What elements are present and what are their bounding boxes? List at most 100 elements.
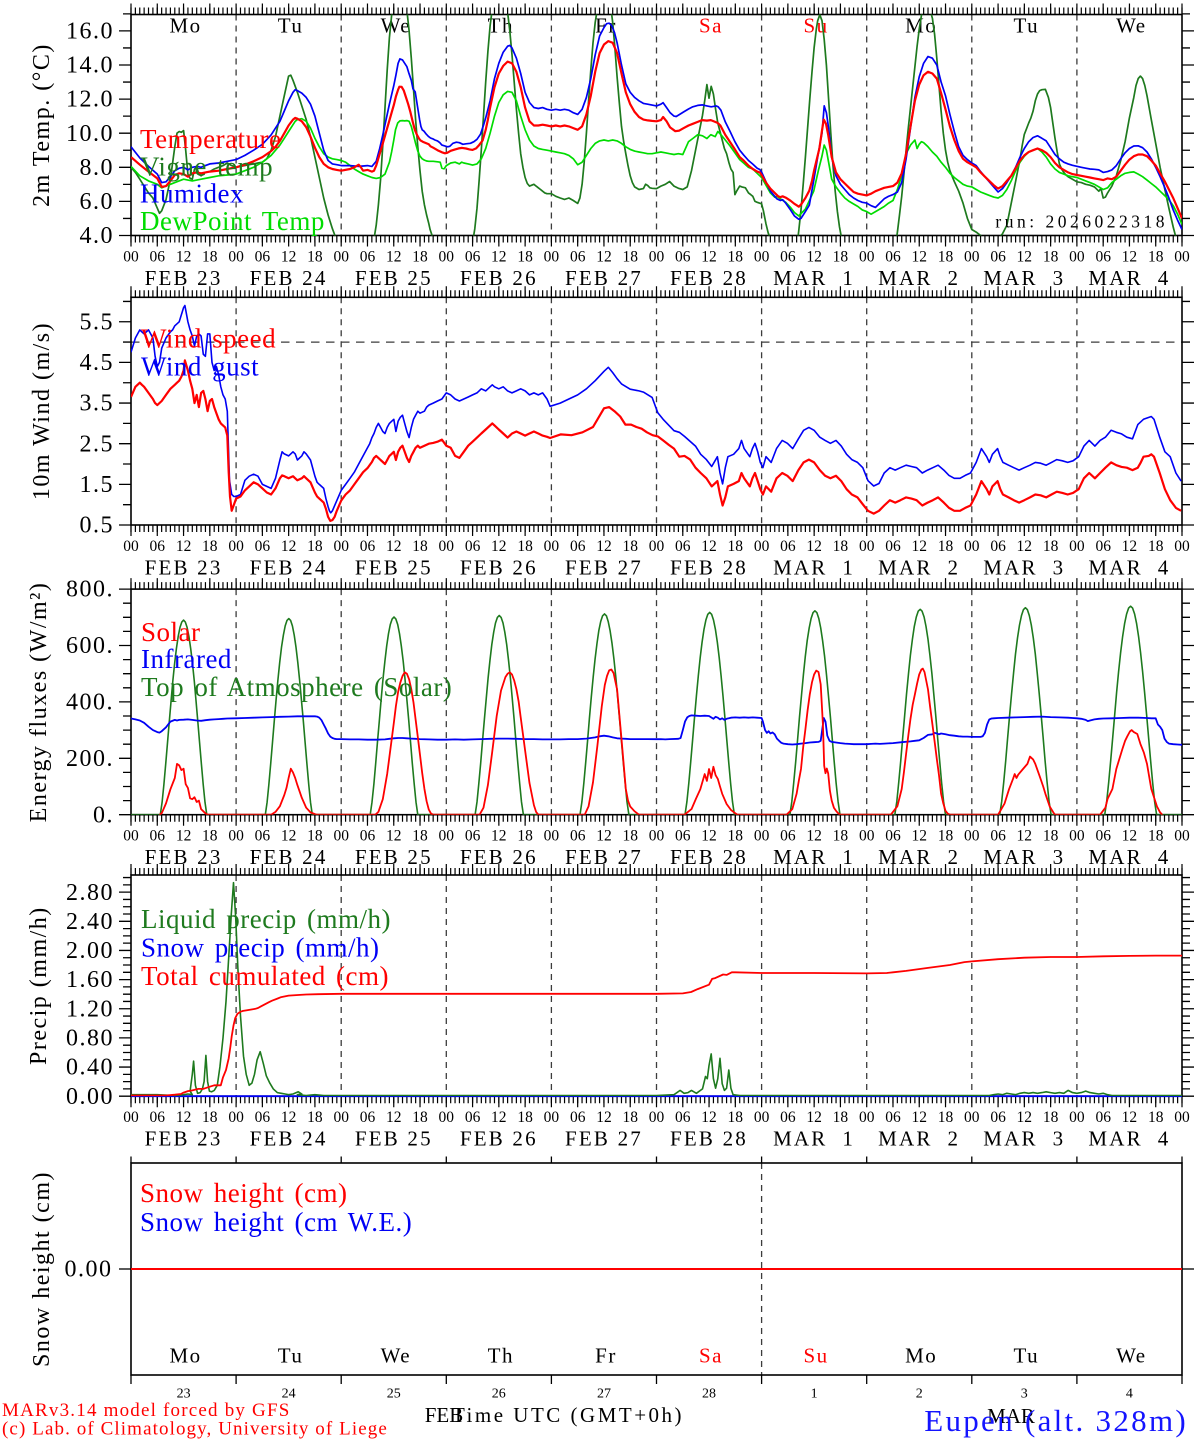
svg-text:18: 18 (622, 538, 638, 555)
svg-text:06: 06 (675, 828, 691, 845)
svg-text:12: 12 (491, 828, 507, 845)
svg-text:06: 06 (465, 828, 481, 845)
svg-text:12: 12 (806, 1109, 822, 1126)
svg-text:MAR 1: MAR 1 (773, 1127, 855, 1151)
svg-text:12: 12 (806, 538, 822, 555)
svg-text:06: 06 (1095, 828, 1111, 845)
svg-text:400.: 400. (66, 690, 114, 716)
svg-text:12: 12 (1122, 248, 1138, 265)
svg-text:0.5: 0.5 (80, 513, 115, 539)
svg-text:00: 00 (964, 538, 980, 555)
svg-text:00: 00 (859, 1109, 875, 1126)
svg-text:12: 12 (701, 248, 717, 265)
svg-text:00: 00 (333, 538, 349, 555)
svg-text:FEB 28: FEB 28 (670, 1127, 748, 1151)
svg-text:00: 00 (544, 538, 560, 555)
svg-text:2.00: 2.00 (66, 938, 114, 964)
svg-text:0.: 0. (93, 802, 114, 828)
svg-text:18: 18 (517, 828, 533, 845)
svg-text:FEB 26: FEB 26 (460, 556, 538, 580)
svg-text:06: 06 (360, 828, 376, 845)
svg-text:12: 12 (386, 1109, 402, 1126)
svg-text:18: 18 (938, 1109, 954, 1126)
svg-text:12: 12 (1017, 248, 1033, 265)
svg-text:Tu: Tu (1014, 1344, 1040, 1368)
svg-text:12: 12 (176, 828, 192, 845)
svg-text:18: 18 (1043, 1109, 1059, 1126)
svg-text:FEB 26: FEB 26 (460, 1127, 538, 1151)
svg-text:00: 00 (123, 828, 139, 845)
svg-text:24: 24 (282, 1387, 296, 1402)
svg-text:06: 06 (780, 538, 796, 555)
svg-text:00: 00 (649, 248, 665, 265)
svg-text:00: 00 (649, 828, 665, 845)
svg-text:1: 1 (811, 1387, 818, 1402)
svg-text:25: 25 (387, 1387, 401, 1402)
svg-text:FEB 24: FEB 24 (250, 556, 328, 580)
svg-text:0.00: 0.00 (65, 1257, 113, 1283)
svg-text:Sa: Sa (699, 1344, 723, 1368)
svg-text:12: 12 (911, 248, 927, 265)
svg-text:06: 06 (255, 828, 271, 845)
svg-text:06: 06 (990, 248, 1006, 265)
svg-text:4.5: 4.5 (80, 350, 115, 376)
svg-text:00: 00 (964, 248, 980, 265)
svg-text:18: 18 (1148, 248, 1164, 265)
svg-text:00: 00 (859, 538, 875, 555)
svg-text:FEB 25: FEB 25 (355, 266, 433, 290)
svg-text:18: 18 (938, 828, 954, 845)
svg-text:12: 12 (1122, 1109, 1138, 1126)
svg-text:12: 12 (596, 1109, 612, 1126)
svg-text:18: 18 (412, 1109, 428, 1126)
svg-text:4: 4 (1126, 1387, 1133, 1402)
svg-text:Infrared: Infrared (141, 644, 232, 674)
svg-text:Time UTC (GMT+0h): Time UTC (GMT+0h) (452, 1403, 684, 1427)
svg-text:12: 12 (806, 828, 822, 845)
svg-text:12: 12 (386, 538, 402, 555)
svg-text:Th: Th (488, 1344, 514, 1368)
svg-text:00: 00 (544, 248, 560, 265)
svg-text:00: 00 (439, 1109, 455, 1126)
svg-text:MAR 3: MAR 3 (983, 1127, 1065, 1151)
svg-text:06: 06 (570, 1109, 586, 1126)
svg-text:MAR 4: MAR 4 (1088, 266, 1170, 290)
svg-text:12: 12 (911, 828, 927, 845)
svg-text:Mo: Mo (170, 14, 202, 38)
svg-text:06: 06 (990, 538, 1006, 555)
svg-text:18: 18 (728, 538, 744, 555)
svg-text:18: 18 (728, 248, 744, 265)
svg-text:00: 00 (1174, 248, 1190, 265)
svg-text:06: 06 (570, 248, 586, 265)
svg-text:FEB 27: FEB 27 (565, 1127, 643, 1151)
svg-text:18: 18 (1148, 538, 1164, 555)
svg-text:MAR 3: MAR 3 (983, 266, 1065, 290)
svg-text:06: 06 (150, 538, 166, 555)
svg-text:00: 00 (123, 1109, 139, 1126)
svg-text:00: 00 (544, 828, 560, 845)
svg-text:00: 00 (439, 538, 455, 555)
svg-text:18: 18 (622, 1109, 638, 1126)
svg-text:06: 06 (675, 248, 691, 265)
svg-text:06: 06 (465, 538, 481, 555)
svg-text:00: 00 (228, 828, 244, 845)
svg-text:00: 00 (964, 828, 980, 845)
svg-text:06: 06 (885, 828, 901, 845)
svg-text:06: 06 (360, 1109, 376, 1126)
svg-text:18: 18 (833, 248, 849, 265)
svg-text:MAR 4: MAR 4 (1088, 845, 1170, 869)
svg-text:FEB 27: FEB 27 (565, 266, 643, 290)
svg-text:00: 00 (649, 1109, 665, 1126)
svg-text:FEB 27: FEB 27 (565, 556, 643, 580)
svg-text:12: 12 (491, 1109, 507, 1126)
svg-text:1.60: 1.60 (66, 967, 114, 993)
svg-text:10m Wind (m/s): 10m Wind (m/s) (29, 322, 55, 500)
svg-text:12: 12 (491, 538, 507, 555)
svg-text:Su: Su (804, 1344, 829, 1368)
svg-text:18: 18 (622, 248, 638, 265)
svg-text:12: 12 (1122, 828, 1138, 845)
svg-text:3: 3 (1021, 1387, 1028, 1402)
svg-text:06: 06 (780, 1109, 796, 1126)
svg-text:00: 00 (1174, 538, 1190, 555)
svg-text:06: 06 (255, 248, 271, 265)
svg-text:18: 18 (412, 248, 428, 265)
